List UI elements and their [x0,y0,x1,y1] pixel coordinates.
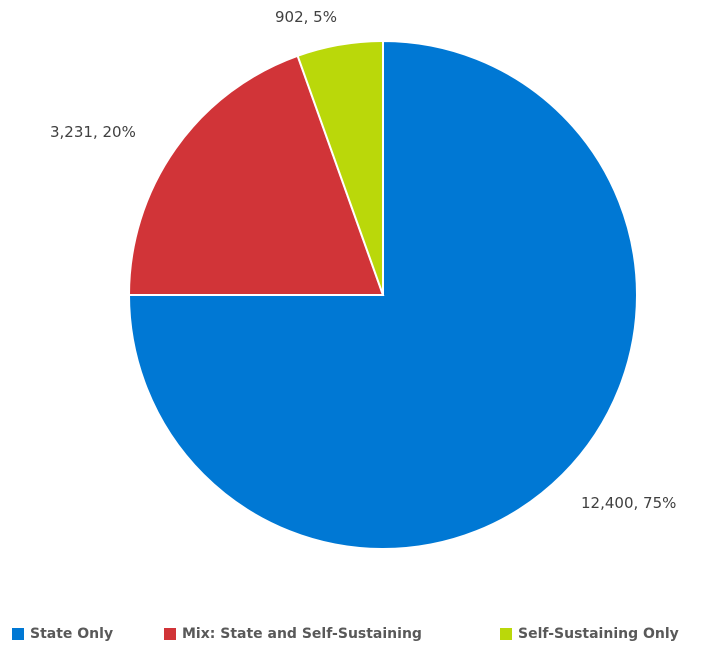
legend-label-self-sustaining: Self-Sustaining Only [518,626,679,642]
pie-slice-self-sustaining [296,39,384,296]
legend-item-mix: Mix: State and Self-Sustaining [164,624,422,644]
data-label-self-sustaining: 902, 5% [275,8,337,26]
data-label-state-only: 12,400, 75% [581,494,676,512]
legend-swatch-state-only [12,628,24,640]
chart-legend: State Only Mix: State and Self-Sustainin… [0,624,710,646]
legend-item-self-sustaining: Self-Sustaining Only [500,624,679,644]
pie-data-labels: 12,400, 75% 3,231, 20% 902, 5% [50,8,676,512]
legend-swatch-self-sustaining [500,628,512,640]
data-label-mix: 3,231, 20% [50,123,136,141]
legend-label-mix: Mix: State and Self-Sustaining [182,626,422,642]
legend-item-state-only: State Only [12,624,113,644]
legend-label-state-only: State Only [30,626,114,642]
pie-slice-mix [127,54,385,297]
pie-slice-state-only [127,39,638,550]
legend-swatch-mix [164,628,176,640]
pie-slices [127,39,638,550]
